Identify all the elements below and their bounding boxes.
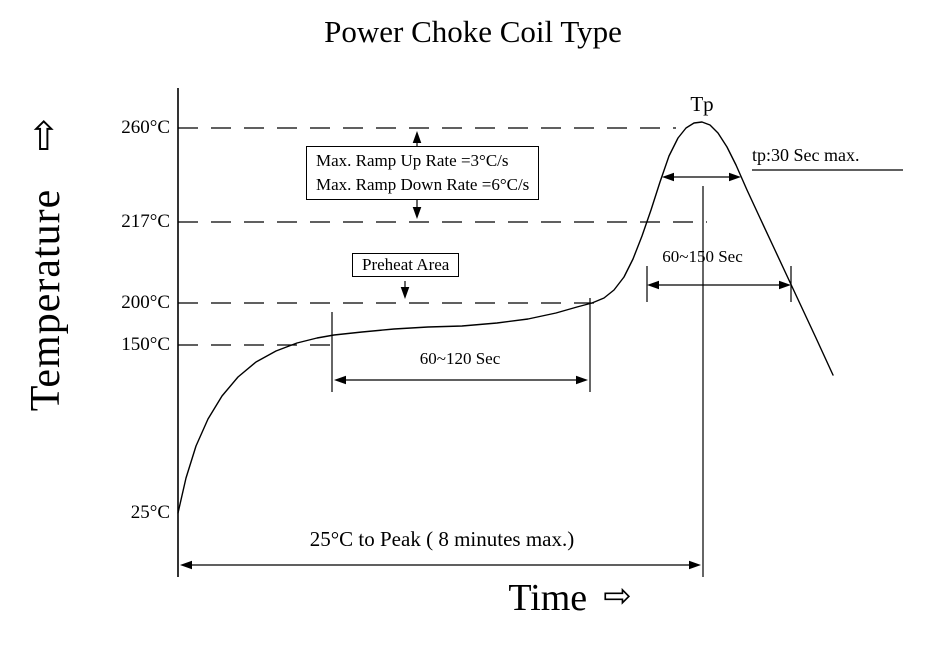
arrowhead — [412, 207, 422, 219]
arrowhead — [180, 560, 192, 570]
y-axis-label: Temperature — [23, 188, 69, 412]
ramp-down-rate-text: Max. Ramp Down Rate =6°C/s — [316, 175, 530, 195]
y-tick-217: 217°C — [121, 211, 170, 232]
y-axis-up-arrow-icon: ⇧ — [27, 114, 61, 160]
arrowhead — [689, 560, 701, 570]
arrowhead — [729, 172, 741, 182]
peak-temp-label: Tp — [690, 92, 714, 116]
temperature-curve — [177, 121, 834, 514]
x-axis-label: Time — [508, 577, 588, 619]
arrowhead — [662, 172, 674, 182]
arrowhead — [779, 280, 791, 290]
total-time-label: 25°C to Peak ( 8 minutes max.) — [309, 527, 575, 551]
y-tick-150: 150°C — [121, 334, 170, 355]
chart-title: Power Choke Coil Type — [324, 14, 622, 49]
x-axis-right-arrow-icon: ⇨ — [603, 576, 632, 616]
y-tick-25: 25°C — [130, 502, 170, 523]
ramp-up-rate-text: Max. Ramp Up Rate =3°C/s — [316, 151, 509, 170]
arrowhead — [334, 375, 346, 385]
peak-duration-label: tp:30 Sec max. — [752, 145, 860, 165]
time-above-217-label: 60~150 Sec — [662, 247, 743, 266]
y-tick-260: 260°C — [121, 117, 170, 138]
arrowhead — [647, 280, 659, 290]
preheat-area-note: Preheat Area — [352, 253, 460, 277]
arrowhead — [576, 375, 588, 385]
y-tick-200: 200°C — [121, 292, 170, 313]
arrowhead — [412, 131, 422, 143]
arrowhead — [400, 287, 410, 299]
x-axis-label-group: Time ⇨ — [390, 576, 750, 620]
soak-duration-label: 60~120 Sec — [419, 349, 501, 368]
ramp-rate-note: Max. Ramp Up Rate =3°C/s Max. Ramp Down … — [306, 146, 540, 201]
